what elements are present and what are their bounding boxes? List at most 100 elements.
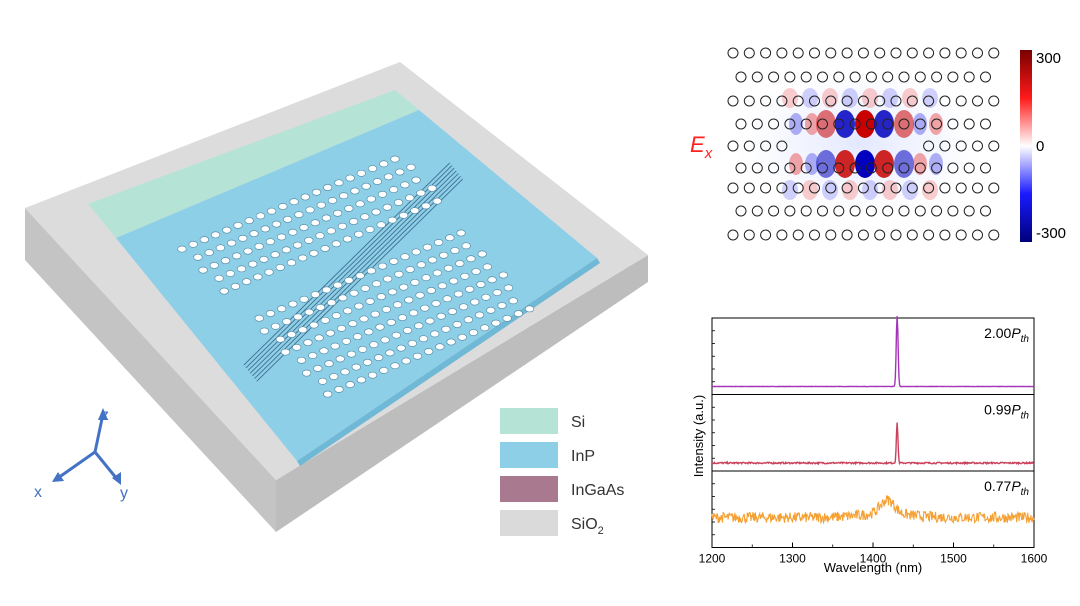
spectrum-series-line xyxy=(711,316,1035,388)
pc-hole xyxy=(309,321,319,329)
field-map-hole xyxy=(980,205,991,217)
pc-hole xyxy=(463,316,474,324)
pc-hole xyxy=(334,385,344,393)
field-lobe xyxy=(882,180,898,200)
pc-hole xyxy=(374,354,384,362)
pc-hole xyxy=(236,265,247,273)
pc-hole xyxy=(366,195,376,203)
pc-hole xyxy=(304,308,314,316)
field-map-hole xyxy=(865,162,877,174)
pc-hole xyxy=(416,261,426,269)
field-map-hole xyxy=(833,162,845,174)
pc-hole xyxy=(292,241,303,249)
pc-hole xyxy=(361,182,371,190)
field-map-hole xyxy=(988,229,1000,241)
field-map-hole xyxy=(809,182,820,194)
field-map-hole xyxy=(914,71,926,83)
pc-hole xyxy=(310,291,320,299)
pc-hole xyxy=(303,339,313,347)
field-map-hole xyxy=(792,47,804,59)
field-map-hole xyxy=(817,71,828,83)
field-map-hole xyxy=(809,229,820,241)
pc-hole xyxy=(395,168,405,176)
legend-label: InP xyxy=(571,448,595,465)
spectrum-series-line xyxy=(711,422,1035,466)
pc-hole xyxy=(394,270,404,278)
pc-hole xyxy=(432,269,442,277)
field-lobe xyxy=(805,153,819,175)
field-map-hole xyxy=(743,229,755,241)
field-map-hole xyxy=(963,71,975,83)
pc-hole xyxy=(466,255,476,263)
field-map-hole xyxy=(841,95,853,107)
field-map-hole xyxy=(776,95,788,107)
pc-hole xyxy=(360,213,370,221)
pc-hole xyxy=(379,366,389,374)
coordinate-axes: z x y xyxy=(34,407,128,502)
pc-hole xyxy=(331,240,341,248)
field-map-hole xyxy=(898,205,910,217)
field-map-hole xyxy=(980,71,991,83)
field-map-hole xyxy=(906,229,918,241)
field-map-hole xyxy=(743,140,755,152)
pc-hole xyxy=(332,209,343,217)
field-map-hole xyxy=(833,205,845,217)
x-tick-label: 1600 xyxy=(1021,552,1048,566)
field-map-hole xyxy=(988,47,1000,59)
pc-hole xyxy=(340,368,350,376)
pc-hole xyxy=(418,335,429,343)
field-map-hole xyxy=(963,162,975,174)
pc-hole xyxy=(316,201,326,209)
pc-hole xyxy=(188,240,198,248)
pump-level-label: 0.99Pth xyxy=(984,402,1029,422)
y-axis-title: Intensity (a.u.) xyxy=(691,395,706,477)
pc-hole xyxy=(412,352,423,360)
field-map-hole xyxy=(817,162,828,174)
pc-hole xyxy=(253,273,263,281)
field-map-hole xyxy=(874,229,886,241)
pc-hole xyxy=(422,243,433,251)
pc-hole xyxy=(249,230,259,238)
pc-hole xyxy=(355,200,365,208)
pc-hole xyxy=(222,226,232,234)
pc-hole xyxy=(298,326,308,334)
pc-hole xyxy=(356,169,366,177)
pc-hole xyxy=(468,329,479,336)
field-lobe xyxy=(882,88,898,108)
field-map-hole xyxy=(906,95,918,107)
axis-label-y: y xyxy=(120,485,128,502)
pc-hole xyxy=(387,216,398,224)
pc-hole xyxy=(446,338,456,346)
pc-hole xyxy=(387,288,398,296)
field-map-hole xyxy=(923,182,935,194)
pc-hole xyxy=(432,197,442,205)
field-map-hole xyxy=(768,205,780,217)
pc-hole xyxy=(455,260,465,267)
pc-hole xyxy=(376,221,386,229)
pc-hole xyxy=(408,309,419,317)
pc-hole xyxy=(319,347,329,355)
field-map-hole xyxy=(947,71,959,83)
field-map-panel: Ex 300 0 -300 xyxy=(690,47,1066,242)
pc-hole xyxy=(278,202,288,210)
field-lobe xyxy=(894,110,914,138)
pc-hole xyxy=(254,314,264,322)
field-label-main: E xyxy=(690,132,705,157)
field-map-hole xyxy=(825,229,837,241)
field-map-hole xyxy=(751,71,763,83)
field-map-hole xyxy=(849,118,861,130)
pc-hole xyxy=(334,179,344,187)
field-map-hole xyxy=(923,47,935,59)
pc-hole xyxy=(294,211,304,219)
field-map-hole xyxy=(817,205,828,217)
field-map-hole xyxy=(939,47,951,59)
pc-hole xyxy=(482,263,492,271)
field-map-holes xyxy=(727,47,1000,241)
field-lobe xyxy=(855,150,875,178)
pc-hole xyxy=(255,212,266,220)
pc-hole xyxy=(177,245,187,253)
pc-hole xyxy=(396,344,406,352)
field-lobe xyxy=(862,88,878,108)
pc-hole xyxy=(323,184,333,191)
field-map-hole xyxy=(800,118,812,130)
